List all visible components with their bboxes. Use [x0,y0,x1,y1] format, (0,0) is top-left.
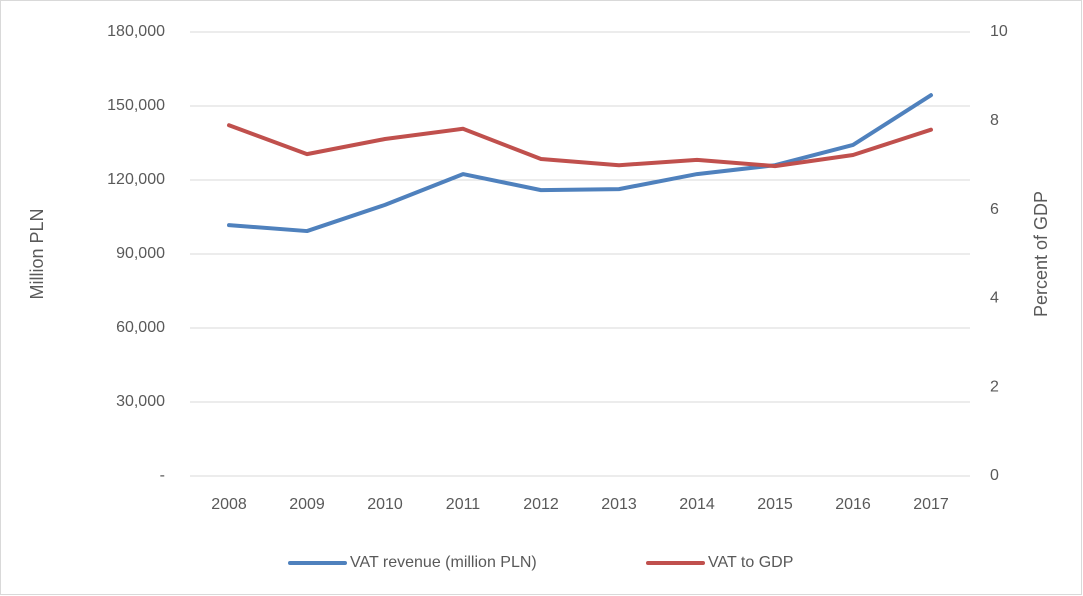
legend-label: VAT revenue (million PLN) [350,554,537,571]
y-tick-label: 120,000 [107,171,165,188]
y2-axis-title: Percent of GDP [1031,191,1051,317]
x-tick-label: 2013 [601,496,637,513]
legend-label: VAT to GDP [708,554,793,571]
line-series [227,123,933,169]
y2-tick-label: 4 [990,290,999,307]
x-tick-label: 2011 [446,496,481,513]
y-tick-label: - [160,467,165,484]
y-tick-label: 150,000 [107,97,165,114]
line-series [227,93,933,234]
y-tick-label: 60,000 [116,319,165,336]
x-tick-label: 2017 [913,496,949,513]
y2-tick-label: 8 [990,112,999,129]
y-tick-label: 180,000 [107,23,165,40]
x-tick-label: 2015 [757,496,793,513]
x-tick-label: 2009 [289,496,325,513]
x-tick-label: 2014 [679,496,715,513]
x-tick-label: 2012 [523,496,559,513]
y2-tick-label: 6 [990,201,999,218]
x-tick-label: 2010 [367,496,403,513]
y-tick-label: 90,000 [116,245,165,262]
y2-tick-label: 0 [990,467,999,484]
y-axis-title: Million PLN [27,208,47,299]
y-tick-label: 30,000 [116,393,165,410]
x-tick-label: 2008 [211,496,247,513]
y2-tick-label: 10 [990,23,1008,40]
y2-tick-label: 2 [990,378,999,395]
x-tick-label: 2016 [835,496,871,513]
